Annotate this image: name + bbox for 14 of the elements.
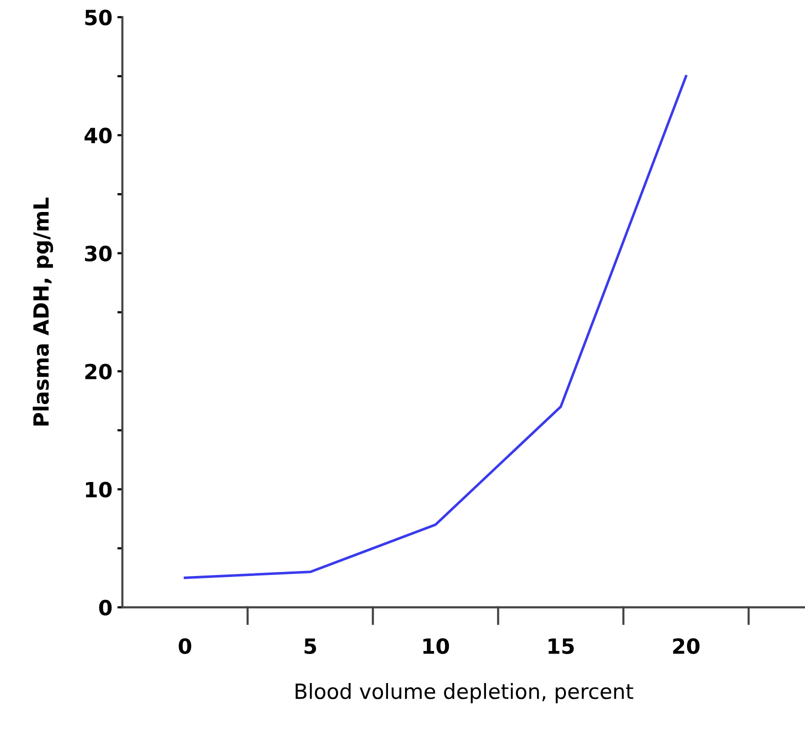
y-tick-label: 50 [85, 10, 112, 26]
y-axis-title: Plasma ADH, pg/mL [32, 198, 54, 426]
line-series [184, 74, 688, 580]
y-tick-label: 10 [86, 482, 112, 498]
x-tick-label: 15 [548, 638, 574, 654]
x-tick-label: 10 [423, 638, 449, 654]
y-tick-label: 0 [99, 600, 112, 616]
y-tick-label: 40 [84, 128, 112, 144]
x-tick-label: 0 [178, 638, 192, 654]
x-axis-title: Blood volume depletion, percent [296, 683, 634, 704]
y-tick-label: 20 [85, 364, 112, 380]
x-tick-label: 5 [304, 638, 316, 654]
x-tick-label: 20 [673, 638, 700, 654]
y-tick-label: 30 [85, 246, 112, 262]
